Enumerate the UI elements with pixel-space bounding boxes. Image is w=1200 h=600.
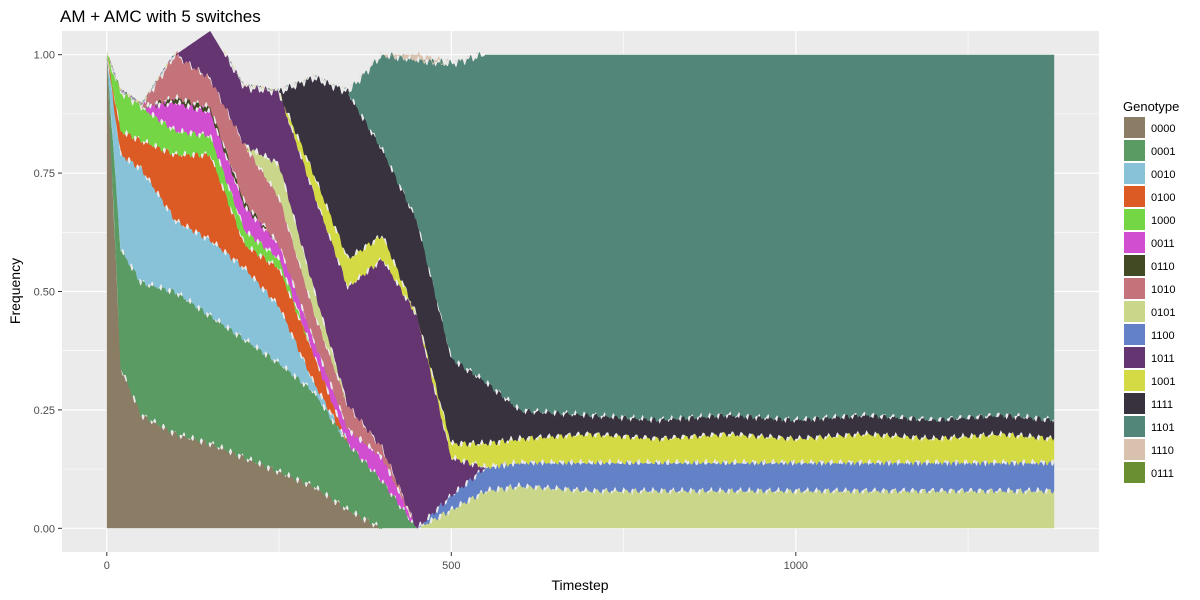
- y-tick-label: 0.25: [34, 405, 55, 417]
- area-1100: [106, 54, 1055, 530]
- legend-label-1100: 1100: [1151, 330, 1175, 342]
- y-axis: 0.00 0.25 0.50 0.75 1.00: [34, 50, 62, 535]
- legend-items: 0000 0001 0010 0100 1000 0011 0110 1010 0101 1100…: [1124, 117, 1175, 483]
- legend-swatch-1110: [1124, 439, 1145, 460]
- x-axis: 0 500 1000: [104, 552, 808, 572]
- legend-label-0100: 0100: [1151, 192, 1175, 204]
- legend-swatch-1000: [1124, 209, 1145, 230]
- legend-label-0111: 0111: [1151, 468, 1174, 480]
- legend-label-0011: 0011: [1151, 238, 1175, 250]
- y-tick-label: 0.50: [34, 287, 55, 299]
- legend-swatch-0010: [1124, 163, 1145, 184]
- legend-swatch-1010: [1124, 278, 1145, 299]
- legend-label-1110: 1110: [1151, 445, 1174, 457]
- legend-label-1101: 1101: [1151, 422, 1175, 434]
- legend-label-1001: 1001: [1151, 376, 1175, 388]
- area-1101: [106, 31, 1055, 423]
- area-1010: [106, 51, 1055, 529]
- area-layers: [106, 31, 1055, 531]
- legend-swatch-0111: [1124, 462, 1145, 483]
- legend-swatch-0101: [1124, 301, 1145, 322]
- x-axis-title: Timestep: [551, 577, 608, 593]
- legend-label-0000: 0000: [1151, 123, 1175, 135]
- legend-swatch-0100: [1124, 186, 1145, 207]
- legend-swatch-0011: [1124, 232, 1145, 253]
- legend-title: Genotype: [1123, 99, 1179, 114]
- legend-label-1111: 1111: [1151, 399, 1173, 411]
- y-tick-label: 1.00: [34, 50, 55, 62]
- legend: Genotype 0000 0001 0010 0100 1000 0011 0110 101…: [1123, 99, 1179, 483]
- legend-swatch-1111: [1124, 393, 1145, 414]
- legend-label-0110: 0110: [1151, 261, 1175, 273]
- x-tick-label: 0: [104, 560, 110, 572]
- y-tick-label: 0.00: [34, 523, 55, 535]
- legend-label-1011: 1011: [1151, 353, 1175, 365]
- legend-swatch-1101: [1124, 416, 1145, 437]
- legend-label-1000: 1000: [1151, 215, 1175, 227]
- chart-title: AM + AMC with 5 switches: [60, 7, 261, 26]
- area-1111: [106, 31, 1055, 447]
- legend-swatch-0000: [1124, 117, 1145, 138]
- x-tick-label: 500: [442, 560, 460, 572]
- legend-label-0001: 0001: [1151, 146, 1175, 158]
- legend-label-0101: 0101: [1151, 307, 1175, 319]
- y-axis-title: Frequency: [7, 258, 23, 324]
- legend-label-0010: 0010: [1151, 169, 1175, 181]
- legend-swatch-0110: [1124, 255, 1145, 276]
- legend-label-1010: 1010: [1151, 284, 1175, 296]
- area-0000: [106, 54, 1055, 529]
- legend-swatch-1011: [1124, 347, 1145, 368]
- x-tick-label: 1000: [784, 560, 808, 572]
- legend-swatch-1100: [1124, 324, 1145, 345]
- legend-swatch-0001: [1124, 140, 1145, 161]
- y-tick-label: 0.75: [34, 168, 55, 180]
- legend-swatch-1001: [1124, 370, 1145, 391]
